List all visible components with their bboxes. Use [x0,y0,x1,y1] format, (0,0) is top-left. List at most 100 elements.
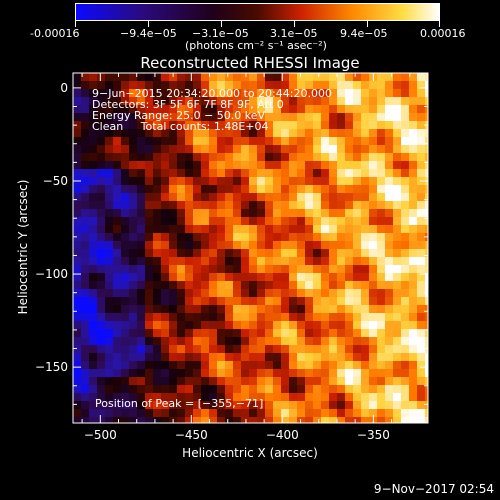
heatmap-cell [81,393,90,402]
heatmap-cell [401,265,410,274]
heatmap-cell [113,385,122,394]
heatmap-cell [377,361,386,370]
heatmap-cell [361,305,370,314]
heatmap-cell [353,321,362,330]
heatmap-cell [409,337,418,346]
heatmap-cell [89,73,98,82]
heatmap-cell [313,73,322,82]
heatmap-cell [137,113,146,122]
heatmap-cell [121,257,130,266]
heatmap-cell [321,361,330,370]
heatmap-cell [137,297,146,306]
heatmap-cell [161,153,170,162]
heatmap-cell [177,265,186,274]
heatmap-cell [377,297,386,306]
heatmap-cell [137,201,146,210]
heatmap-cell [353,217,362,226]
heatmap-cell [209,329,218,338]
heatmap-cell [241,305,250,314]
heatmap-cell [297,265,306,274]
heatmap-cell [129,177,138,186]
heatmap-cell [145,249,154,258]
heatmap-cell [313,345,322,354]
heatmap-cell [193,169,202,178]
heatmap-cell [145,329,154,338]
heatmap-cell [257,217,266,226]
heatmap-cell [377,81,386,90]
heatmap-cell [81,81,90,90]
heatmap-cell [289,129,298,138]
heatmap-cell [329,409,338,418]
heatmap-cell [161,377,170,386]
heatmap-cell [329,105,338,114]
heatmap-cell [233,313,242,322]
heatmap-cell [297,385,306,394]
heatmap-cell [249,97,258,106]
heatmap-cell [217,145,226,154]
heatmap-cell [73,273,82,282]
heatmap-cell [73,385,82,394]
heatmap-cell [265,233,274,242]
heatmap-cell [369,209,378,218]
heatmap-cell [361,241,370,250]
heatmap-cell [129,305,138,314]
heatmap-cell [73,345,82,354]
heatmap-cell [201,209,210,218]
heatmap-cell [241,321,250,330]
heatmap-cell [369,265,378,274]
heatmap-cell [161,225,170,234]
heatmap-cell [193,137,202,146]
heatmap-cell [401,281,410,290]
heatmap-cell [153,161,162,170]
heatmap-cell [177,105,186,114]
heatmap-cell [225,385,234,394]
heatmap-cell [137,281,146,290]
heatmap-cell [337,209,346,218]
heatmap-cell [201,329,210,338]
heatmap-cell [409,353,418,362]
heatmap-cell [305,73,314,82]
x-tick-label: −350 [357,428,390,442]
heatmap-cell [257,249,266,258]
heatmap-cell [209,353,218,362]
heatmap-cell [153,225,162,234]
heatmap-cell [81,89,90,98]
heatmap-cell [281,129,290,138]
heatmap-cell [353,385,362,394]
heatmap-cell [345,153,354,162]
heatmap-cell [225,137,234,146]
heatmap-cell [233,113,242,122]
heatmap-cell [193,353,202,362]
heatmap-cell [105,193,114,202]
heatmap-cell [193,193,202,202]
heatmap-cell [425,161,428,170]
heatmap-cell [169,217,178,226]
heatmap-cell [353,177,362,186]
heatmap-cell [297,297,306,306]
heatmap-cell [185,249,194,258]
heatmap-cell [321,273,330,282]
heatmap-cell [217,385,226,394]
heatmap-cell [169,337,178,346]
heatmap-cell [353,169,362,178]
heatmap-cell [161,233,170,242]
heatmap-cell [329,137,338,146]
heatmap-cell [217,313,226,322]
heatmap-cell [177,409,186,418]
heatmap-cell [401,97,410,106]
heatmap-cell [241,241,250,250]
heatmap-cell [425,169,428,178]
heatmap-cell [129,273,138,282]
heatmap-cell [217,97,226,106]
heatmap-cell [297,305,306,314]
heatmap-cell [313,289,322,298]
heatmap-cell [129,257,138,266]
heatmap-cell [425,377,428,386]
heatmap-cell [185,377,194,386]
heatmap-cell [417,273,426,282]
heatmap-cell [297,337,306,346]
heatmap-cell [361,217,370,226]
heatmap-cell [377,257,386,266]
heatmap-cell [193,97,202,106]
heatmap-cell [177,385,186,394]
